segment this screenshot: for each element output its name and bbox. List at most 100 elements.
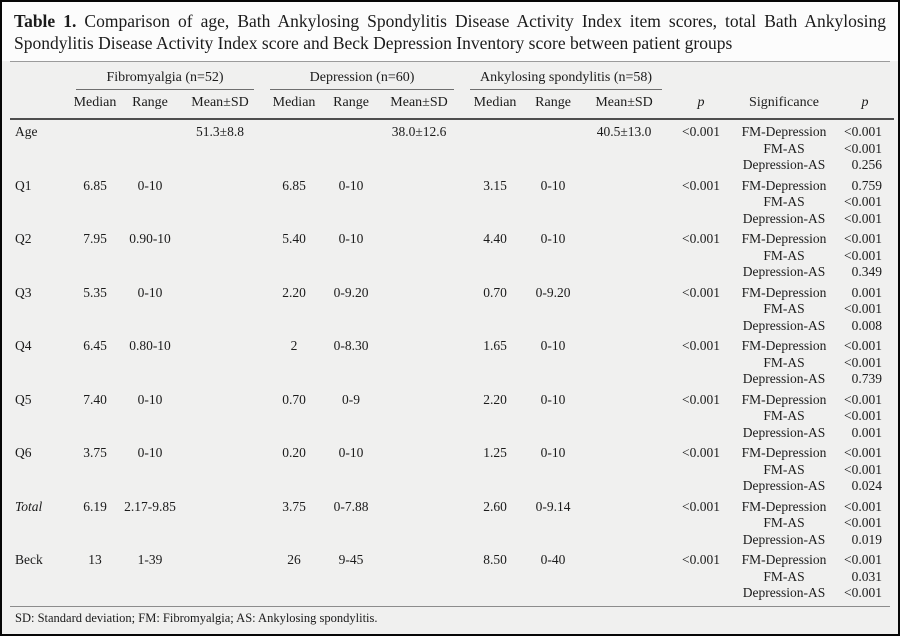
cell-significance-label: Depression-AS bbox=[742, 424, 826, 440]
cell-significance-label: FM-Depression bbox=[741, 552, 827, 567]
cell-dep-mean-sd bbox=[376, 548, 462, 569]
table-row: Q5 7.40 0-10 0.70 0-9 2.20 0-10 <0.001 FM-Depres… bbox=[10, 388, 894, 409]
cell-dep-median: 5.40 bbox=[282, 231, 306, 246]
cell-p: <0.001 bbox=[682, 124, 721, 139]
cell-significance-label: FM-Depression bbox=[741, 177, 827, 193]
cell-significance-label: Depression-AS bbox=[742, 157, 826, 172]
cell-fm-mean-sd: 51.3±8.8 bbox=[196, 124, 244, 139]
spacer-cell bbox=[10, 355, 732, 372]
spacer-cell bbox=[10, 371, 732, 388]
col-header-as-mean-sd: Mean±SD bbox=[578, 90, 671, 120]
spacer-cell bbox=[10, 462, 732, 479]
group-header-row: Fibromyalgia (n=52) Depression (n=60) An… bbox=[10, 62, 894, 90]
cell-significance-label: FM-Depression bbox=[741, 124, 827, 139]
spacer-cell bbox=[10, 157, 732, 174]
cell-as-median bbox=[462, 119, 528, 141]
cell-fm-range: 0-10 bbox=[137, 445, 163, 460]
col-header-as-median: Median bbox=[462, 90, 529, 120]
table-area: Fibromyalgia (n=52) Depression (n=60) An… bbox=[2, 61, 898, 634]
table-row: Beck 13 1-39 26 9-45 8.50 0-40 <0.001 FM-Depress… bbox=[10, 548, 894, 569]
cell-fm-median: 6.45 bbox=[83, 338, 107, 353]
cell-dep-mean-sd bbox=[376, 227, 462, 248]
cell-significance-label: Depression-AS bbox=[742, 531, 826, 547]
cell-significance-p: <0.001 bbox=[844, 124, 883, 139]
spacer-cell bbox=[10, 264, 732, 281]
cell-significance-p: 0.024 bbox=[851, 478, 883, 493]
col-header-pairwise-p: p bbox=[836, 90, 895, 120]
cell-as-median: 3.15 bbox=[483, 177, 507, 193]
cell-as-mean-sd bbox=[578, 227, 670, 248]
cell-fm-range: 0.90-10 bbox=[129, 231, 171, 246]
table-row: FM-AS <0.001 bbox=[10, 248, 894, 265]
cell-p: <0.001 bbox=[682, 445, 721, 460]
spacer-cell bbox=[10, 318, 732, 335]
cell-dep-range bbox=[326, 119, 376, 141]
cell-fm-mean-sd bbox=[178, 495, 262, 516]
cell-significance-label: Depression-AS bbox=[742, 371, 826, 386]
cell-significance-p: 0.759 bbox=[851, 177, 883, 193]
empty-header-cell bbox=[670, 62, 732, 90]
cell-dep-mean-sd bbox=[376, 174, 462, 195]
cell-dep-range: 0-7.88 bbox=[333, 498, 369, 514]
cell-fm-range: 0-10 bbox=[137, 391, 163, 407]
cell-significance-label: FM-AS bbox=[763, 247, 805, 263]
cell-significance-label: Depression-AS bbox=[742, 264, 826, 279]
table-row: Q4 6.45 0.80-10 2 0-8.30 1.65 0-10 <0.001 FM-Dep… bbox=[10, 334, 894, 355]
table-row: FM-AS <0.001 bbox=[10, 515, 894, 532]
spacer-cell bbox=[10, 478, 732, 495]
cell-as-range: 0-40 bbox=[540, 552, 566, 567]
cell-p: <0.001 bbox=[682, 498, 721, 514]
cell-p: <0.001 bbox=[682, 177, 721, 193]
cell-significance-p: 0.019 bbox=[851, 531, 883, 547]
empty-header-cell bbox=[732, 62, 836, 90]
cell-fm-range: 1-39 bbox=[137, 552, 163, 567]
comparison-table: Fibromyalgia (n=52) Depression (n=60) An… bbox=[10, 62, 895, 602]
cell-significance-p: 0.001 bbox=[851, 284, 883, 300]
cell-fm-mean-sd bbox=[178, 441, 262, 462]
row-label: Q5 bbox=[15, 391, 32, 407]
cell-significance-p: <0.001 bbox=[844, 461, 883, 477]
cell-fm-median bbox=[68, 119, 122, 141]
cell-dep-median: 6.85 bbox=[282, 177, 306, 193]
cell-significance-p: 0.739 bbox=[851, 371, 883, 386]
cell-dep-mean-sd bbox=[376, 334, 462, 355]
cell-significance-label: FM-Depression bbox=[741, 338, 827, 353]
table-row: FM-AS 0.031 bbox=[10, 569, 894, 586]
table-row: Depression-AS 0.024 bbox=[10, 478, 894, 495]
cell-as-mean-sd: 40.5±13.0 bbox=[596, 124, 652, 139]
spacer-cell bbox=[10, 301, 732, 318]
table-row: FM-AS <0.001 bbox=[10, 462, 894, 479]
table-row: Depression-AS 0.001 bbox=[10, 425, 894, 442]
cell-as-range: 0-9.14 bbox=[535, 498, 571, 514]
cell-dep-mean-sd bbox=[376, 495, 462, 516]
group-header-ankylosing-spondylitis: Ankylosing spondylitis (n=58) bbox=[462, 62, 670, 90]
cell-significance-p: <0.001 bbox=[844, 408, 883, 423]
table-caption-text: Comparison of age, Bath Ankylosing Spond… bbox=[14, 11, 886, 53]
table-row: Total 6.19 2.17-9.85 3.75 0-7.88 2.60 0-9.14 <0… bbox=[10, 495, 894, 516]
table-row: FM-AS <0.001 bbox=[10, 141, 894, 158]
cell-significance-p: <0.001 bbox=[844, 140, 883, 156]
cell-significance-label: FM-AS bbox=[763, 461, 805, 477]
table-row: Age 51.3±8.8 38.0±12.6 40.5±13.0 <0.001 FM-De… bbox=[10, 119, 894, 141]
cell-dep-mean-sd bbox=[376, 388, 462, 409]
col-header-dep-median: Median bbox=[262, 90, 327, 120]
cell-significance-p: <0.001 bbox=[844, 301, 883, 316]
cell-dep-median bbox=[262, 119, 326, 141]
empty-header-cell bbox=[10, 90, 68, 120]
cell-as-range bbox=[528, 119, 578, 141]
cell-dep-range: 0-8.30 bbox=[333, 338, 369, 353]
cell-fm-median: 7.40 bbox=[83, 391, 107, 407]
cell-as-mean-sd bbox=[578, 441, 670, 462]
sub-header-row: Median Range Mean±SD Median Range Mean±S… bbox=[10, 90, 895, 120]
cell-dep-median: 0.20 bbox=[282, 445, 306, 460]
cell-dep-median: 26 bbox=[287, 552, 301, 567]
cell-fm-median: 13 bbox=[88, 552, 102, 567]
cell-fm-range: 0-10 bbox=[137, 284, 163, 300]
cell-as-median: 4.40 bbox=[483, 231, 507, 246]
cell-significance-p: <0.001 bbox=[844, 354, 883, 370]
cell-significance-label: Depression-AS bbox=[742, 210, 826, 226]
cell-as-range: 0-10 bbox=[540, 338, 566, 353]
cell-significance-label: FM-Depression bbox=[741, 284, 827, 300]
row-label: Q1 bbox=[15, 177, 32, 193]
cell-significance-p: <0.001 bbox=[844, 338, 883, 353]
